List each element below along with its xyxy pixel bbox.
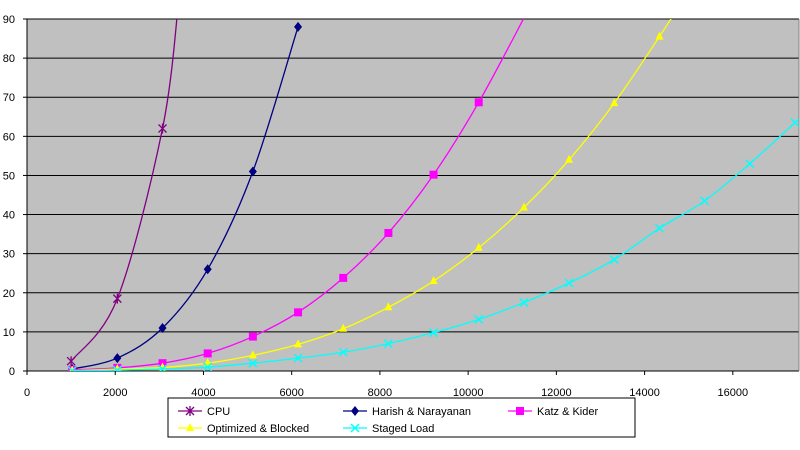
x-tick-label: 6000 — [279, 387, 303, 399]
legend-label: Katz & Kider — [537, 406, 598, 418]
data-point — [384, 302, 393, 311]
legend-marker — [350, 423, 360, 433]
y-tick-label: 70 — [3, 92, 15, 104]
data-point — [429, 170, 438, 179]
x-tick-label: 0 — [24, 387, 30, 399]
data-point — [429, 276, 438, 285]
x-tick-label: 12000 — [541, 387, 572, 399]
data-point — [112, 365, 122, 371]
plot-area — [27, 19, 799, 371]
y-tick-label: 50 — [3, 170, 15, 182]
data-point — [248, 332, 257, 341]
legend-label: Optimized & Blocked — [207, 423, 309, 435]
data-point — [338, 347, 348, 357]
y-tick-label: 0 — [9, 366, 15, 378]
data-point — [339, 273, 348, 282]
series-line — [72, 19, 672, 371]
data-point — [203, 349, 212, 358]
y-tick-label: 80 — [3, 53, 15, 65]
data-point — [565, 154, 574, 163]
data-point — [474, 242, 483, 251]
data-point — [248, 358, 258, 368]
data-point — [564, 278, 574, 288]
series-layer — [66, 19, 799, 371]
data-point — [519, 202, 528, 211]
legend-marker — [186, 423, 194, 431]
data-point — [700, 196, 710, 206]
data-point — [474, 314, 484, 324]
legend-item: Staged Load — [343, 423, 434, 435]
series-line — [70, 19, 178, 362]
data-point — [790, 118, 799, 128]
data-point — [112, 293, 122, 304]
legend-item: Optimized & Blocked — [178, 423, 309, 435]
legend-item: CPU — [178, 406, 230, 418]
data-point — [384, 228, 393, 237]
legend-label: Staged Load — [372, 423, 434, 435]
data-point — [745, 159, 755, 169]
series-optimized-blocked — [69, 19, 672, 371]
data-point — [294, 339, 303, 348]
x-tick-label: 4000 — [191, 387, 215, 399]
data-point — [203, 362, 213, 371]
y-tick-label: 20 — [3, 288, 15, 300]
y-tick-label: 30 — [3, 249, 15, 261]
grid — [27, 18, 799, 333]
legend-marker — [351, 406, 359, 416]
data-point — [113, 353, 122, 364]
data-point — [294, 308, 303, 317]
tick-labels: 0 10 20 30 40 50 60 70 80 90 0 2000 4000 6000 8000 1000… — [3, 14, 748, 399]
legend-item: Harish & Narayanan — [343, 406, 471, 418]
data-point — [654, 223, 664, 233]
legend-label: CPU — [207, 406, 230, 418]
series-cpu — [66, 19, 178, 367]
x-tick-label: 10000 — [453, 387, 484, 399]
data-point — [203, 264, 212, 275]
legend-marker — [185, 406, 195, 416]
legend-item: Katz & Kider — [508, 406, 598, 418]
data-point — [293, 353, 303, 363]
data-point — [66, 356, 76, 367]
x-tick-label: 2000 — [103, 387, 127, 399]
data-point — [474, 98, 483, 107]
legend-label: Harish & Narayanan — [372, 406, 471, 418]
data-point — [248, 350, 257, 359]
axes — [26, 19, 800, 372]
data-point — [339, 323, 348, 332]
series-line — [72, 19, 525, 371]
series-staged-load — [67, 118, 799, 371]
x-tick-label: 14000 — [629, 387, 660, 399]
legend-marker — [516, 407, 524, 415]
y-tick-label: 10 — [3, 327, 15, 339]
data-point — [158, 123, 167, 134]
y-tick-label: 90 — [3, 14, 15, 26]
data-point — [655, 31, 664, 40]
data-point — [294, 21, 303, 32]
data-point — [157, 364, 168, 371]
series-harish-narayanan — [68, 21, 303, 371]
x-tick-label: 16000 — [718, 387, 749, 399]
x-tick-label: 8000 — [368, 387, 392, 399]
data-point — [248, 166, 257, 177]
y-tick-label: 40 — [3, 210, 15, 222]
legend: CPU Harish & Narayanan Katz & Kider Optimiz… — [167, 397, 636, 438]
legend-box — [167, 397, 636, 438]
data-point — [610, 98, 619, 107]
data-point — [609, 255, 619, 265]
data-point — [67, 366, 77, 371]
data-point — [429, 328, 439, 338]
data-point — [519, 298, 529, 308]
y-tick-label: 60 — [3, 131, 15, 143]
data-point — [158, 322, 167, 333]
data-point — [383, 339, 393, 349]
